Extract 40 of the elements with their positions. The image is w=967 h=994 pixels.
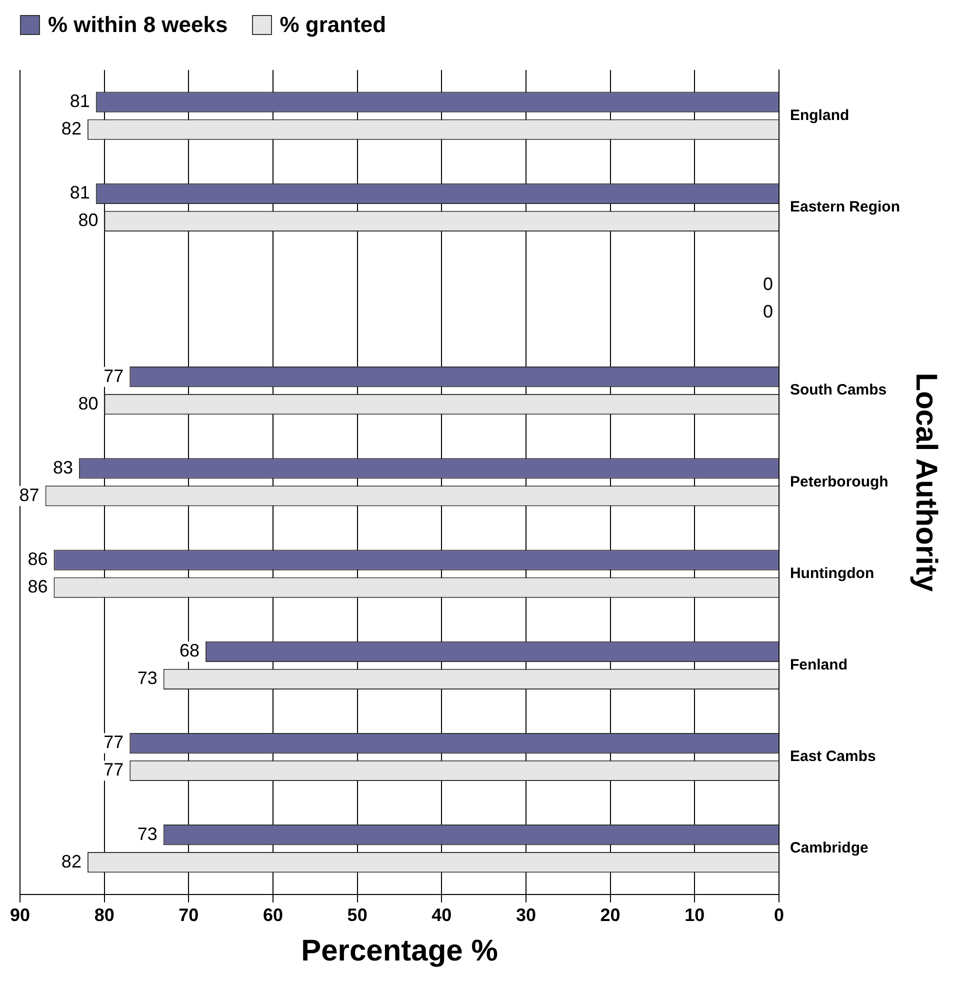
x-tick-label: 20	[600, 905, 620, 926]
y-axis-title: Local Authority	[910, 372, 943, 592]
x-tick-label: 60	[262, 905, 284, 926]
legend-label: % granted	[280, 12, 386, 38]
data-label: 80	[78, 393, 98, 414]
y-tick-label: Huntingdon	[790, 564, 874, 582]
data-label: 81	[70, 182, 90, 203]
data-label: 0	[762, 302, 773, 322]
data-label: 86	[28, 576, 48, 597]
data-label: 73	[137, 824, 158, 844]
x-tick-label: 40	[432, 905, 452, 926]
data-label: 82	[61, 118, 82, 139]
data-label: 0	[762, 274, 773, 294]
x-tick-label: 10	[684, 905, 705, 926]
data-label: 77	[104, 732, 124, 752]
y-tick-label: Peterborough	[790, 473, 888, 490]
data-label: 77	[104, 760, 124, 780]
data-label: 81	[70, 91, 90, 112]
data-label: 87	[19, 484, 40, 505]
x-tick-label: 0	[774, 905, 784, 926]
data-label: 86	[28, 549, 48, 570]
x-tick-label: 30	[516, 905, 536, 926]
legend-label: % within 8 weeks	[48, 12, 228, 38]
data-label: 73	[137, 668, 158, 688]
y-tick-label: Fenland	[790, 656, 848, 674]
y-tick-label: Cambridge	[790, 840, 868, 857]
data-label: 68	[179, 640, 200, 661]
x-tick-label: 90	[10, 905, 30, 926]
x-axis-title: Percentage %	[301, 934, 498, 968]
data-label: 80	[78, 210, 98, 230]
x-tick-label: 70	[178, 905, 199, 926]
y-tick-label: South Cambs	[790, 382, 887, 399]
y-tick-label: East Cambs	[790, 748, 876, 766]
x-tick-label: 80	[94, 905, 114, 926]
data-label: 82	[61, 851, 82, 872]
y-tick-label: Eastern Region	[790, 198, 900, 216]
y-tick-label: England	[790, 106, 850, 124]
data-label: 83	[53, 457, 74, 478]
x-tick-label: 50	[347, 905, 368, 926]
data-label: 77	[104, 366, 124, 386]
